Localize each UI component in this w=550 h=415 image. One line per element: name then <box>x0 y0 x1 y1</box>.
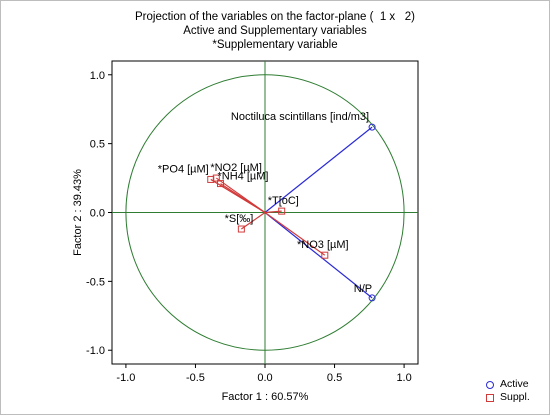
legend: Active Suppl. <box>486 378 530 404</box>
active-vector-line <box>264 212 373 299</box>
supplementary-point-marker <box>321 251 329 259</box>
point-label: Noctiluca scintillans [ind/m3] <box>231 111 369 123</box>
y-tick-label: -0.5 <box>86 276 105 288</box>
chart-subtitle: Active and Supplementary variables <box>183 25 367 37</box>
x-axis-label: Factor 1 : 60.57% <box>222 391 309 403</box>
legend-item-suppl: Suppl. <box>486 391 530 404</box>
point-label: *PO4 [µM] <box>158 163 209 175</box>
chart-title: Projection of the variables on the facto… <box>135 11 415 23</box>
x-tick-label: -1.0 <box>116 372 135 384</box>
supplementary-vector-line <box>264 212 326 256</box>
active-point-marker <box>368 294 376 302</box>
point-label: *NH4 [µM] <box>217 171 268 183</box>
supplementary-point-marker <box>278 207 286 215</box>
supplementary-point-marker <box>216 180 224 188</box>
chart-note: *Supplementary variable <box>212 39 338 51</box>
y-tick-label: 1.0 <box>90 70 105 82</box>
supplementary-point-marker <box>237 225 245 233</box>
legend-label-suppl: Suppl. <box>500 391 530 403</box>
point-label: N/P <box>354 283 372 295</box>
point-label: *NO3 [µM] <box>297 239 349 251</box>
y-tick-label: 0.0 <box>90 208 105 220</box>
x-tick-label: -0.5 <box>186 372 205 384</box>
legend-square-marker <box>486 393 494 402</box>
legend-circle-marker <box>486 380 494 389</box>
y-axis-label: Factor 2 : 39.43% <box>72 169 84 256</box>
supplementary-point-marker <box>212 174 220 182</box>
legend-label-active: Active <box>500 378 529 390</box>
point-label: *S[‰] <box>225 213 254 225</box>
x-tick-label: 0.5 <box>327 372 342 384</box>
legend-item-active: Active <box>486 378 530 391</box>
supplementary-vector-line <box>220 183 266 214</box>
supplementary-vector-line <box>241 212 266 230</box>
point-label: *T[oC] <box>268 195 299 207</box>
chart-title-block: Projection of the variables on the facto… <box>0 10 550 52</box>
active-point-marker <box>368 123 376 131</box>
x-tick-label: 0.0 <box>257 372 272 384</box>
point-label: *NO2 [µM] <box>210 162 262 174</box>
active-vector-line <box>264 126 373 213</box>
x-tick-label: 1.0 <box>396 372 411 384</box>
y-tick-label: -1.0 <box>86 345 105 357</box>
y-tick-label: 0.5 <box>90 139 105 151</box>
